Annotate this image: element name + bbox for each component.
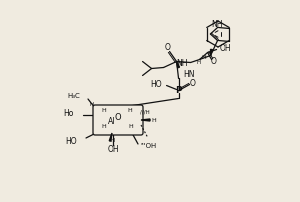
Text: Al: Al	[108, 117, 116, 125]
FancyBboxPatch shape	[93, 105, 143, 135]
Text: Ho: Ho	[64, 109, 74, 119]
Text: P: P	[175, 86, 182, 95]
Text: H: H	[177, 61, 182, 66]
Text: H: H	[102, 124, 106, 129]
Text: ///H: ///H	[140, 109, 150, 115]
Polygon shape	[177, 61, 179, 68]
Text: O: O	[115, 114, 121, 122]
Text: OH: OH	[220, 44, 231, 53]
Polygon shape	[109, 133, 112, 141]
Text: HO: HO	[150, 80, 162, 89]
Text: H: H	[90, 102, 94, 107]
Polygon shape	[141, 119, 150, 121]
Text: O: O	[211, 57, 217, 66]
Text: H: H	[102, 108, 106, 114]
Text: H₃C: H₃C	[67, 93, 80, 99]
Text: H: H	[129, 124, 134, 129]
Text: '''OH: '''OH	[140, 143, 156, 149]
Text: H: H	[128, 108, 132, 114]
Text: OH: OH	[107, 144, 119, 154]
Text: NH: NH	[176, 59, 188, 68]
Polygon shape	[211, 49, 212, 56]
Text: H: H	[111, 138, 115, 142]
Text: O: O	[190, 79, 196, 88]
Text: H: H	[151, 118, 156, 122]
Text: H: H	[202, 55, 206, 60]
Text: O: O	[165, 43, 170, 52]
Text: H: H	[196, 60, 201, 65]
Text: NH: NH	[211, 20, 222, 29]
Text: HO: HO	[65, 138, 77, 146]
Text: HN: HN	[184, 70, 195, 79]
